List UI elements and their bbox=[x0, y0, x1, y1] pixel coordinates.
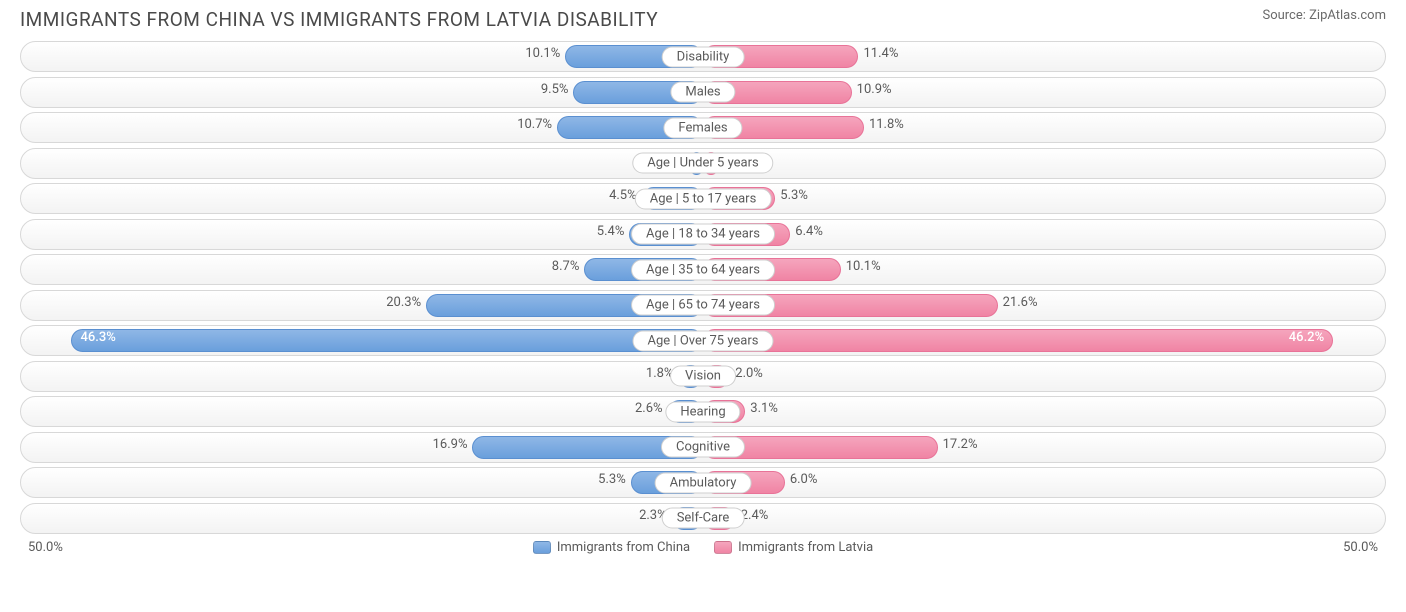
category-label: Age | 5 to 17 years bbox=[635, 188, 772, 209]
value-left: 2.6% bbox=[635, 401, 669, 416]
legend-label-left: Immigrants from China bbox=[557, 540, 690, 555]
legend-swatch-right bbox=[714, 541, 732, 554]
value-left: 8.7% bbox=[552, 259, 586, 274]
legend-swatch-left bbox=[533, 541, 551, 554]
category-label: Males bbox=[670, 82, 735, 103]
chart-row: 20.3% 21.6% Age | 65 to 74 years bbox=[20, 290, 1386, 321]
row-right-half: 2.0% bbox=[703, 362, 1385, 391]
chart-row: 1.8% 2.0% Vision bbox=[20, 361, 1386, 392]
category-label: Females bbox=[663, 117, 742, 138]
value-left: 5.4% bbox=[597, 224, 631, 239]
row-left-half: 0.96% bbox=[21, 149, 703, 178]
axis-left-max: 50.0% bbox=[28, 540, 63, 555]
category-label: Age | Under 5 years bbox=[632, 153, 773, 174]
bar-right: 46.2% bbox=[703, 329, 1333, 352]
chart-row: 46.3% 46.2% Age | Over 75 years bbox=[20, 325, 1386, 356]
value-left: 46.3% bbox=[80, 330, 115, 345]
value-right: 21.6% bbox=[997, 295, 1038, 310]
source-name: ZipAtlas.com bbox=[1309, 8, 1386, 23]
row-right-half: 5.3% bbox=[703, 184, 1385, 213]
category-label: Age | 35 to 64 years bbox=[631, 259, 775, 280]
value-left: 16.9% bbox=[433, 437, 474, 452]
row-right-half: 11.4% bbox=[703, 42, 1385, 71]
row-right-half: 6.0% bbox=[703, 468, 1385, 497]
chart-row: 5.3% 6.0% Ambulatory bbox=[20, 467, 1386, 498]
chart-header: IMMIGRANTS FROM CHINA VS IMMIGRANTS FROM… bbox=[0, 0, 1406, 37]
bar-left: 46.3% bbox=[71, 329, 703, 352]
value-right: 17.2% bbox=[937, 437, 978, 452]
value-right: 3.1% bbox=[744, 401, 778, 416]
source-prefix: Source: bbox=[1262, 8, 1309, 23]
value-right: 5.3% bbox=[774, 188, 808, 203]
chart-row: 8.7% 10.1% Age | 35 to 64 years bbox=[20, 254, 1386, 285]
category-label: Age | 18 to 34 years bbox=[631, 224, 775, 245]
value-right: 6.0% bbox=[784, 472, 818, 487]
legend-item-right: Immigrants from Latvia bbox=[714, 540, 873, 555]
category-label: Self-Care bbox=[662, 508, 745, 529]
value-right: 6.4% bbox=[789, 224, 823, 239]
row-right-half: 46.2% bbox=[703, 326, 1385, 355]
chart-row: 0.96% 1.2% Age | Under 5 years bbox=[20, 148, 1386, 179]
row-right-half: 3.1% bbox=[703, 397, 1385, 426]
category-label: Cognitive bbox=[661, 437, 745, 458]
row-left-half: 9.5% bbox=[21, 78, 703, 107]
row-left-half: 2.6% bbox=[21, 397, 703, 426]
category-label: Disability bbox=[662, 46, 745, 67]
row-right-half: 21.6% bbox=[703, 291, 1385, 320]
chart-row: 2.3% 2.4% Self-Care bbox=[20, 503, 1386, 534]
value-left: 10.1% bbox=[525, 46, 566, 61]
chart-row: 9.5% 10.9% Males bbox=[20, 77, 1386, 108]
chart-title: IMMIGRANTS FROM CHINA VS IMMIGRANTS FROM… bbox=[20, 8, 658, 31]
value-left: 5.3% bbox=[598, 472, 632, 487]
row-right-half: 10.9% bbox=[703, 78, 1385, 107]
row-right-half: 10.1% bbox=[703, 255, 1385, 284]
row-right-half: 17.2% bbox=[703, 433, 1385, 462]
row-left-half: 46.3% bbox=[21, 326, 703, 355]
value-right: 46.2% bbox=[1289, 330, 1324, 345]
row-right-half: 2.4% bbox=[703, 504, 1385, 533]
row-left-half: 1.8% bbox=[21, 362, 703, 391]
legend-label-right: Immigrants from Latvia bbox=[738, 540, 873, 555]
category-label: Hearing bbox=[665, 401, 740, 422]
value-left: 10.7% bbox=[517, 117, 558, 132]
row-left-half: 2.3% bbox=[21, 504, 703, 533]
value-right: 10.9% bbox=[851, 82, 892, 97]
row-right-half: 6.4% bbox=[703, 220, 1385, 249]
legend: Immigrants from China Immigrants from La… bbox=[533, 540, 873, 555]
row-left-half: 16.9% bbox=[21, 433, 703, 462]
category-label: Age | Over 75 years bbox=[633, 330, 774, 351]
category-label: Age | 65 to 74 years bbox=[631, 295, 775, 316]
chart-row: 10.1% 11.4% Disability bbox=[20, 41, 1386, 72]
chart-area: 10.1% 11.4% Disability 9.5% 10.9% Males … bbox=[0, 37, 1406, 534]
category-label: Vision bbox=[670, 366, 736, 387]
value-right: 10.1% bbox=[840, 259, 881, 274]
chart-row: 16.9% 17.2% Cognitive bbox=[20, 432, 1386, 463]
row-left-half: 5.3% bbox=[21, 468, 703, 497]
chart-row: 5.4% 6.4% Age | 18 to 34 years bbox=[20, 219, 1386, 250]
legend-item-left: Immigrants from China bbox=[533, 540, 690, 555]
category-label: Ambulatory bbox=[655, 472, 752, 493]
row-left-half: 20.3% bbox=[21, 291, 703, 320]
axis-right-max: 50.0% bbox=[1343, 540, 1378, 555]
row-left-half: 5.4% bbox=[21, 220, 703, 249]
row-right-half: 1.2% bbox=[703, 149, 1385, 178]
row-left-half: 4.5% bbox=[21, 184, 703, 213]
value-right: 11.4% bbox=[857, 46, 898, 61]
row-left-half: 8.7% bbox=[21, 255, 703, 284]
chart-row: 2.6% 3.1% Hearing bbox=[20, 396, 1386, 427]
chart-footer: 50.0% Immigrants from China Immigrants f… bbox=[0, 538, 1406, 555]
row-right-half: 11.8% bbox=[703, 113, 1385, 142]
chart-source: Source: ZipAtlas.com bbox=[1262, 8, 1386, 23]
chart-row: 4.5% 5.3% Age | 5 to 17 years bbox=[20, 183, 1386, 214]
row-left-half: 10.1% bbox=[21, 42, 703, 71]
row-left-half: 10.7% bbox=[21, 113, 703, 142]
value-left: 20.3% bbox=[386, 295, 427, 310]
chart-row: 10.7% 11.8% Females bbox=[20, 112, 1386, 143]
value-left: 9.5% bbox=[541, 82, 575, 97]
value-right: 11.8% bbox=[863, 117, 904, 132]
